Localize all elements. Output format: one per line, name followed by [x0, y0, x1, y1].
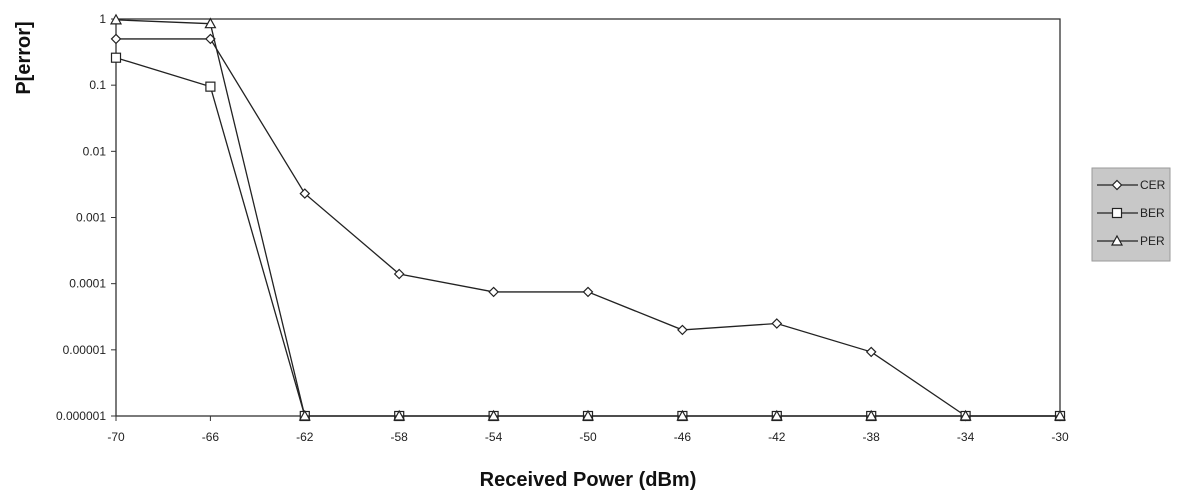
- series-layer: [109, 13, 1067, 422]
- cer-point: [865, 346, 877, 358]
- per-point: [393, 409, 406, 421]
- y-axis: 1 0.1 0.01 0.001 0.0001 0.00001 0.000001: [56, 12, 116, 423]
- ber-point: [205, 81, 216, 92]
- legend-item-cer: CER: [1097, 178, 1166, 192]
- x-tick-label: -66: [202, 430, 220, 444]
- cer-point: [393, 268, 405, 280]
- x-axis-title: Received Power (dBm): [480, 469, 697, 491]
- legend-marker-ber: [1111, 207, 1123, 219]
- x-tick-label: -50: [579, 430, 597, 444]
- y-tick-label: 0.001: [76, 211, 106, 225]
- cer-point: [299, 188, 311, 199]
- ber-point: [110, 52, 122, 63]
- cer-point: [771, 318, 783, 329]
- per-point: [298, 409, 311, 421]
- cer-point: [488, 286, 499, 298]
- x-tick-label: -70: [107, 430, 125, 444]
- cer-point: [677, 324, 688, 336]
- x-tick-label: -62: [296, 430, 314, 444]
- per-point: [676, 409, 689, 421]
- per-point: [487, 409, 500, 421]
- cer-point: [110, 33, 122, 45]
- x-tick-label: -30: [1051, 430, 1069, 444]
- per-point: [204, 17, 217, 29]
- legend-item-per: PER: [1097, 234, 1165, 248]
- x-tick-label: -42: [768, 430, 786, 444]
- per-point: [959, 409, 972, 421]
- y-tick-label: 1: [99, 12, 106, 26]
- x-tick-label: -54: [485, 430, 503, 444]
- x-tick-label: -58: [391, 430, 409, 444]
- per-point: [581, 409, 595, 421]
- y-axis-title: P[error]: [13, 21, 35, 94]
- x-tick-label: -38: [863, 430, 881, 444]
- per-point: [865, 409, 878, 421]
- y-tick-label: 0.0001: [69, 277, 106, 291]
- legend-marker-cer: [1111, 179, 1123, 191]
- legend-item-ber: BER: [1097, 206, 1165, 220]
- x-tick-label: -46: [674, 430, 692, 444]
- legend-label: BER: [1140, 206, 1165, 220]
- series-per: [109, 13, 1067, 421]
- per-point: [770, 409, 783, 421]
- y-tick-label: 0.000001: [56, 409, 106, 423]
- per-point: [1053, 409, 1067, 421]
- y-tick-label: 0.00001: [63, 343, 107, 357]
- x-tick-label: -34: [957, 430, 975, 444]
- legend-box: [1091, 167, 1171, 262]
- cer-point: [582, 286, 594, 298]
- legend-marker-per: [1110, 234, 1124, 246]
- legend-label: CER: [1140, 178, 1166, 192]
- y-tick-label: 0.01: [83, 144, 107, 158]
- legend-label: PER: [1140, 234, 1165, 248]
- per-point: [109, 13, 123, 25]
- y-tick-label: 0.1: [89, 78, 106, 92]
- legend: CER BER PER: [1091, 167, 1171, 262]
- plot-area: [115, 18, 1061, 417]
